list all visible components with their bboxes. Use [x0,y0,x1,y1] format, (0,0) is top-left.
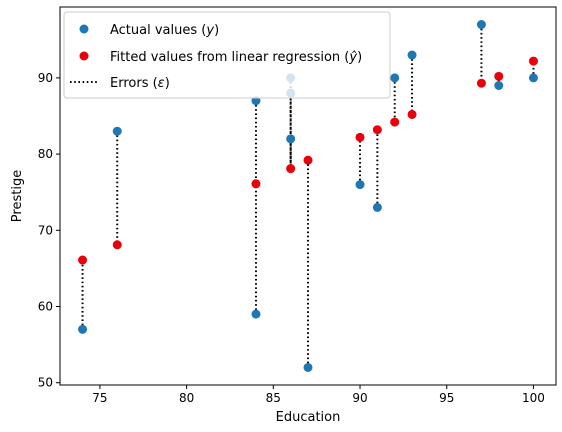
actual-point [407,50,417,60]
legend-errors-label: Errors (ε) [110,76,170,91]
actual-point [372,202,382,212]
legend-fitted-marker [79,51,89,61]
legend: Actual values (y) Fitted values from lin… [63,11,391,99]
fitted-points [78,56,538,265]
y-axis-label: Prestige [10,170,25,222]
x-tick-label: 75 [92,391,107,405]
actual-point [303,362,313,372]
fitted-point [494,71,504,81]
x-tick-label: 100 [522,391,545,405]
x-axis-ticks: 75 80 85 90 95 100 [92,385,545,405]
y-tick-label: 50 [38,376,53,390]
actual-point [528,73,538,83]
legend-actual-label: Actual values (y) [110,23,219,38]
fitted-point [286,164,296,174]
fitted-point [355,132,365,142]
legend-actual-marker [79,24,89,34]
axes-frame [59,6,557,386]
actual-point [78,324,88,334]
fitted-point [407,109,417,119]
fitted-point [251,179,261,189]
x-tick-label: 95 [439,391,454,405]
actual-point [251,309,261,319]
actual-point [494,80,504,90]
legend-fitted-label: Fitted values from linear regression (ŷ… [110,50,362,65]
actual-point [390,73,400,83]
y-tick-label: 80 [38,147,53,161]
legend-box [63,11,391,99]
x-tick-label: 90 [352,391,367,405]
fitted-point [528,56,538,66]
fitted-point [112,240,122,250]
fitted-point [390,117,400,127]
actual-point [476,20,486,30]
fitted-point [476,78,486,88]
actual-point [112,126,122,136]
x-axis-label: Education [276,410,341,425]
x-tick-label: 80 [179,391,194,405]
y-tick-label: 60 [38,300,53,314]
y-axis-ticks: 50 60 70 80 90 [38,71,60,390]
x-tick-label: 85 [266,391,281,405]
actual-point [355,180,365,190]
fitted-point [303,155,313,165]
fitted-point [372,125,382,135]
actual-point [286,134,296,144]
fitted-point [78,255,88,265]
y-tick-label: 70 [38,223,53,237]
y-tick-label: 90 [38,71,53,85]
